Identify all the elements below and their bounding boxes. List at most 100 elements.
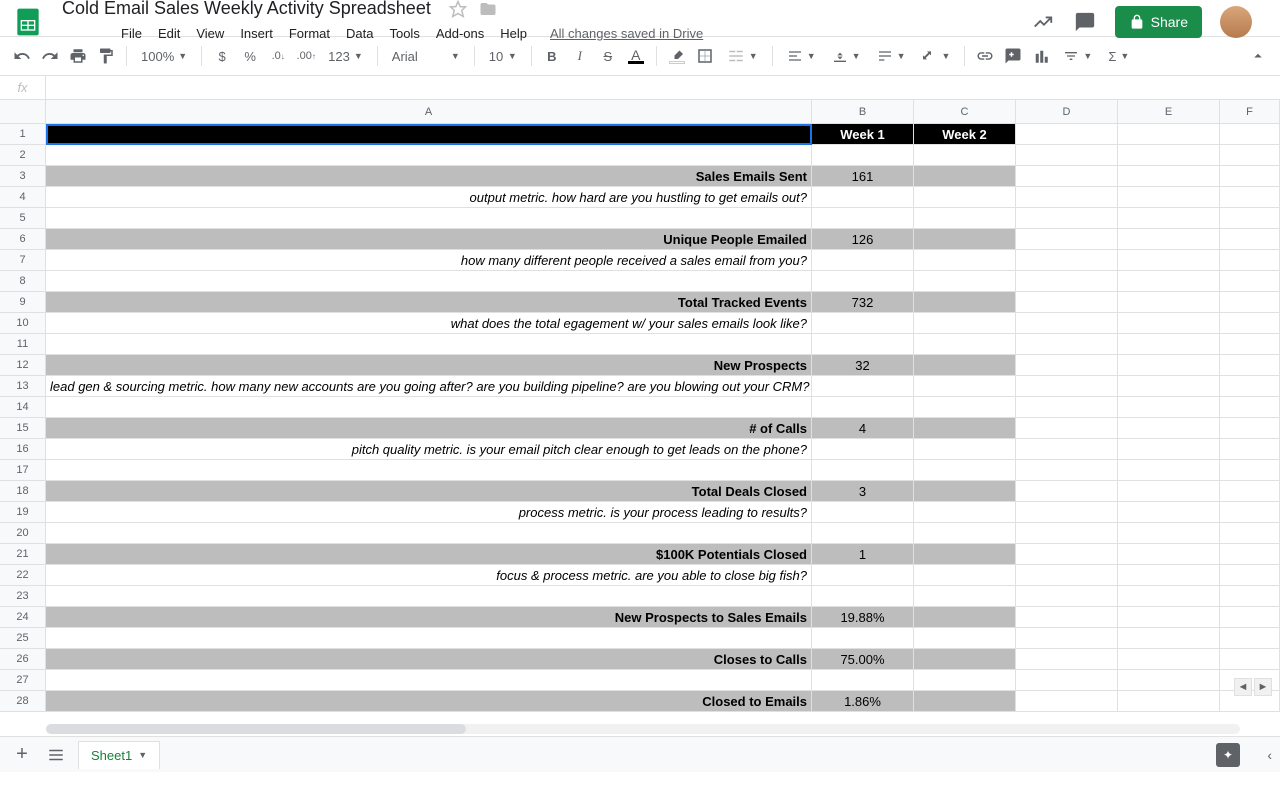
cell[interactable] [914,376,1016,396]
add-sheet-icon[interactable]: + [10,743,34,767]
row-header[interactable]: 25 [0,628,46,648]
formula-input[interactable] [46,76,1280,99]
cell[interactable]: how many different people received a sal… [46,250,812,270]
cell[interactable] [1016,481,1118,501]
cell[interactable] [1016,166,1118,186]
rotate-dropdown[interactable]: ▼ [915,46,956,66]
cell[interactable] [914,502,1016,522]
cell[interactable] [914,229,1016,249]
row-header[interactable]: 24 [0,607,46,627]
cell[interactable] [1118,670,1220,690]
cell[interactable] [1016,670,1118,690]
redo-icon[interactable] [38,44,62,68]
menu-file[interactable]: File [114,22,149,45]
cell[interactable] [46,586,812,606]
row-header[interactable]: 3 [0,166,46,186]
cell[interactable] [1118,145,1220,165]
cell[interactable]: Unique People Emailed [46,229,812,249]
cell[interactable] [1016,502,1118,522]
cell[interactable] [46,334,812,354]
cell[interactable] [1220,250,1280,270]
avatar[interactable] [1220,6,1252,38]
cell[interactable] [46,460,812,480]
more-formats-dropdown[interactable]: 123▼ [322,47,369,66]
cell[interactable] [1220,166,1280,186]
cell[interactable] [914,628,1016,648]
cell[interactable] [914,250,1016,270]
cell[interactable] [1118,376,1220,396]
cell[interactable] [1220,229,1280,249]
font-dropdown[interactable]: Arial▼ [386,47,466,66]
row-header[interactable]: 19 [0,502,46,522]
row-header[interactable]: 26 [0,649,46,669]
row-header[interactable]: 14 [0,397,46,417]
cell[interactable] [1118,523,1220,543]
cell[interactable]: focus & process metric. are you able to … [46,565,812,585]
percent-icon[interactable]: % [238,44,262,68]
menu-insert[interactable]: Insert [233,22,280,45]
cell[interactable] [1118,250,1220,270]
cell[interactable] [1118,292,1220,312]
cell[interactable] [1220,481,1280,501]
cell[interactable] [812,271,914,291]
cell[interactable] [1016,124,1118,144]
cell[interactable] [46,628,812,648]
cell[interactable] [914,544,1016,564]
comments-icon[interactable] [1073,10,1097,34]
cell[interactable] [1118,334,1220,354]
cell[interactable] [1220,439,1280,459]
cell[interactable] [1118,355,1220,375]
cell[interactable] [1118,544,1220,564]
cell[interactable] [914,565,1016,585]
cell[interactable] [46,523,812,543]
cell[interactable]: # of Calls [46,418,812,438]
cell[interactable] [1118,607,1220,627]
cell[interactable]: New Prospects [46,355,812,375]
row-header[interactable]: 22 [0,565,46,585]
star-icon[interactable] [449,0,467,18]
cell[interactable] [46,397,812,417]
text-color-icon[interactable]: A [624,44,648,68]
cell[interactable] [1016,418,1118,438]
saved-indicator[interactable]: All changes saved in Drive [550,26,703,41]
cell[interactable] [1118,649,1220,669]
cell[interactable] [1118,502,1220,522]
cell[interactable]: Week 1 [812,124,914,144]
menu-view[interactable]: View [189,22,231,45]
cell[interactable] [914,691,1016,711]
row-header[interactable]: 18 [0,481,46,501]
cell[interactable] [1220,544,1280,564]
cell[interactable]: New Prospects to Sales Emails [46,607,812,627]
row-header[interactable]: 27 [0,670,46,690]
cell[interactable] [1118,586,1220,606]
cell[interactable] [812,460,914,480]
cell[interactable]: 3 [812,481,914,501]
cell[interactable] [812,313,914,333]
cell[interactable] [914,460,1016,480]
col-header-D[interactable]: D [1016,100,1118,123]
col-header-A[interactable]: A [46,100,812,123]
cell[interactable] [914,271,1016,291]
zoom-dropdown[interactable]: 100%▼ [135,47,193,66]
activity-icon[interactable] [1031,10,1055,34]
cell[interactable] [1118,313,1220,333]
cell[interactable] [1220,376,1280,396]
cell[interactable] [914,166,1016,186]
paint-format-icon[interactable] [94,44,118,68]
cell[interactable] [1016,355,1118,375]
col-header-F[interactable]: F [1220,100,1280,123]
cell[interactable] [1118,439,1220,459]
cell[interactable]: output metric. how hard are you hustling… [46,187,812,207]
cell[interactable] [914,670,1016,690]
side-panel-toggle-icon[interactable]: ‹ [1267,747,1272,763]
cell[interactable]: Total Tracked Events [46,292,812,312]
cell[interactable] [1220,334,1280,354]
menu-tools[interactable]: Tools [382,22,426,45]
row-header[interactable]: 23 [0,586,46,606]
cell[interactable]: 126 [812,229,914,249]
menu-format[interactable]: Format [282,22,337,45]
cell[interactable] [812,208,914,228]
row-header[interactable]: 10 [0,313,46,333]
select-all-corner[interactable] [0,100,46,123]
cell[interactable] [1220,397,1280,417]
